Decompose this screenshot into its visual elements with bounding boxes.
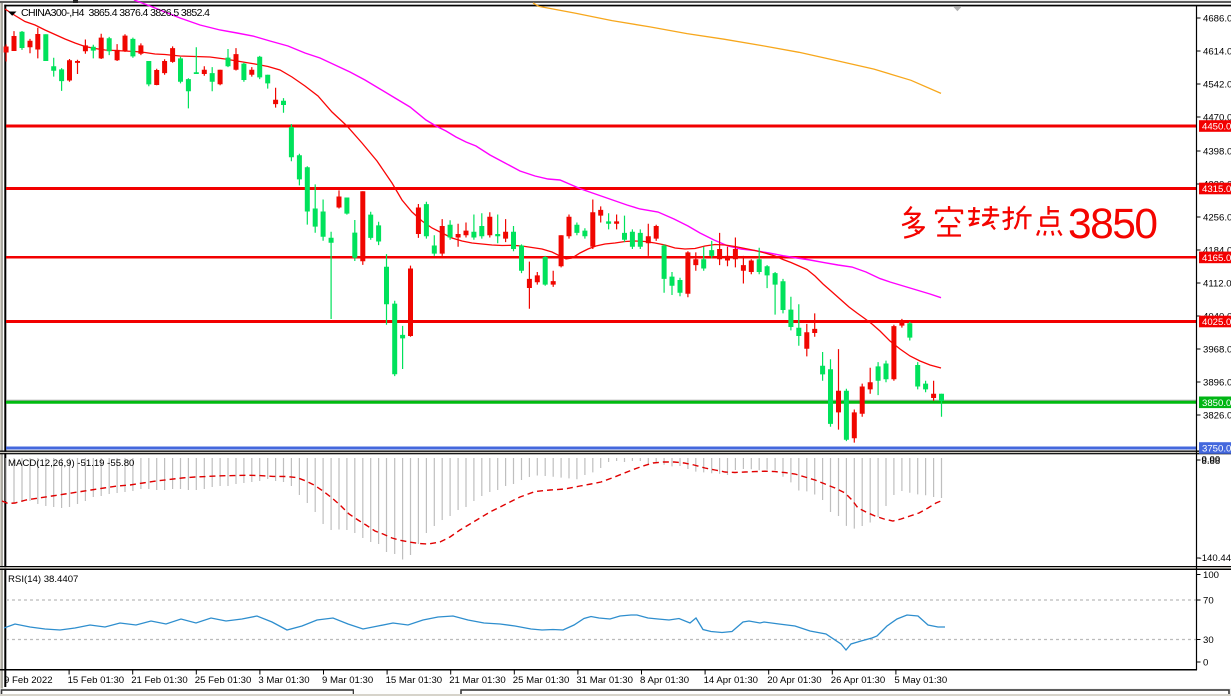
svg-text:CHINA300-,H4 3865.4 3876.4 38: CHINA300-,H4 3865.4 3876.4 3826.5 3852.4: [21, 7, 210, 19]
svg-text:4686.0: 4686.0: [1203, 13, 1231, 24]
svg-text:9 Mar 01:30: 9 Mar 01:30: [322, 675, 373, 686]
svg-text:4542.0: 4542.0: [1203, 79, 1231, 90]
svg-text:4184.0: 4184.0: [1203, 245, 1231, 256]
svg-text:4112.0: 4112.0: [1203, 278, 1231, 289]
svg-text:0: 0: [1203, 657, 1208, 668]
svg-text:8.88: 8.88: [1202, 456, 1221, 467]
svg-text:4398.0: 4398.0: [1203, 146, 1231, 157]
svg-text:30: 30: [1203, 635, 1214, 646]
svg-text:4470.0: 4470.0: [1203, 112, 1231, 123]
svg-text:15 Mar 01:30: 15 Mar 01:30: [386, 675, 443, 686]
svg-text:4025.0: 4025.0: [1202, 317, 1231, 328]
svg-text:-140.44: -140.44: [1199, 553, 1231, 564]
svg-text:9 Feb 2022: 9 Feb 2022: [4, 675, 53, 686]
svg-text:15 Feb 01:30: 15 Feb 01:30: [68, 675, 125, 686]
svg-text:RSI(14) 38.4407: RSI(14) 38.4407: [8, 574, 78, 585]
svg-text:3968.0: 3968.0: [1203, 344, 1231, 355]
svg-text:21 Feb 01:30: 21 Feb 01:30: [131, 675, 188, 686]
svg-text:14 Apr 01:30: 14 Apr 01:30: [704, 675, 758, 686]
svg-text:4450.0: 4450.0: [1202, 122, 1231, 133]
svg-text:4256.0: 4256.0: [1203, 212, 1231, 223]
svg-text:0.00: 0.00: [1202, 455, 1221, 466]
svg-text:MACD(12,26,9) -51.19 -55.80: MACD(12,26,9) -51.19 -55.80: [8, 458, 134, 469]
svg-text:3896.0: 3896.0: [1203, 377, 1231, 388]
svg-text:8 Apr 01:30: 8 Apr 01:30: [640, 675, 689, 686]
svg-text:100: 100: [1203, 570, 1219, 581]
svg-text:21 Mar 01:30: 21 Mar 01:30: [449, 675, 506, 686]
svg-text:4614.0: 4614.0: [1203, 46, 1231, 57]
svg-text:3850.0: 3850.0: [1202, 398, 1231, 409]
svg-text:4165.0: 4165.0: [1202, 253, 1231, 264]
svg-text:3750.0: 3750.0: [1202, 444, 1231, 455]
svg-text:3850: 3850: [1068, 201, 1158, 248]
svg-text:26 Apr 01:30: 26 Apr 01:30: [831, 675, 885, 686]
svg-text:3826.0: 3826.0: [1203, 410, 1231, 421]
svg-text:20 Apr 01:30: 20 Apr 01:30: [767, 675, 821, 686]
svg-text:4315.0: 4315.0: [1202, 184, 1231, 195]
svg-text:25 Feb 01:30: 25 Feb 01:30: [195, 675, 252, 686]
svg-text:70: 70: [1203, 595, 1214, 606]
svg-text:5 May 01:30: 5 May 01:30: [894, 675, 947, 686]
svg-text:3 Mar 01:30: 3 Mar 01:30: [258, 675, 309, 686]
svg-text:31 Mar 01:30: 31 Mar 01:30: [576, 675, 633, 686]
svg-text:25 Mar 01:30: 25 Mar 01:30: [513, 675, 570, 686]
